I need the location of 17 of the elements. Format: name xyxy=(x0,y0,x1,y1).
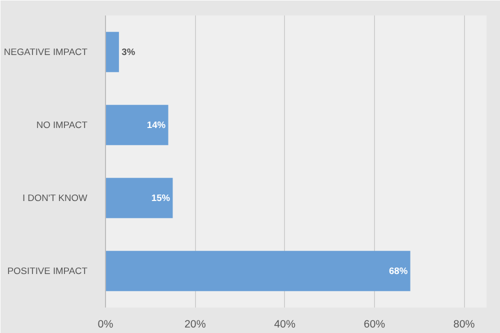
data-label: 15% xyxy=(151,193,171,203)
y-tick-label: NO IMPACT xyxy=(36,120,88,130)
y-tick-label: POSITIVE IMPACT xyxy=(7,266,88,276)
bar xyxy=(106,104,168,146)
bar xyxy=(106,178,173,218)
bar xyxy=(106,32,119,72)
bar xyxy=(106,250,410,292)
y-tick-label: NEGATIVE IMPACT xyxy=(4,47,88,57)
x-tick-label: 40% xyxy=(274,318,296,330)
data-label: 3% xyxy=(122,47,136,57)
x-tick-label: 0% xyxy=(98,318,114,330)
data-label: 68% xyxy=(388,266,408,276)
x-tick-label: 80% xyxy=(453,318,476,330)
y-tick-label: I DON'T KNOW xyxy=(22,193,88,203)
x-tick-label: 20% xyxy=(184,318,206,330)
x-tick-label: 60% xyxy=(364,318,386,330)
data-label: 14% xyxy=(146,120,166,130)
